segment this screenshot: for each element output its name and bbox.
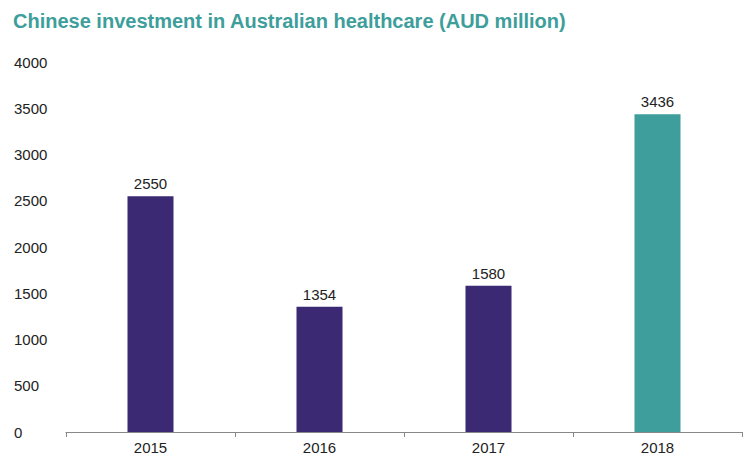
svg-text:3000: 3000 <box>14 146 47 163</box>
svg-text:1000: 1000 <box>14 331 47 348</box>
svg-text:Chinese investment in Australi: Chinese investment in Australian healthc… <box>13 10 566 32</box>
svg-text:2000: 2000 <box>14 239 47 256</box>
svg-text:2018: 2018 <box>641 439 674 456</box>
svg-text:2017: 2017 <box>472 439 505 456</box>
svg-text:2500: 2500 <box>14 192 47 209</box>
svg-text:3436: 3436 <box>641 93 674 110</box>
svg-text:2016: 2016 <box>303 439 336 456</box>
svg-text:3500: 3500 <box>14 100 47 117</box>
svg-text:4000: 4000 <box>14 54 47 71</box>
svg-text:2550: 2550 <box>134 175 167 192</box>
svg-text:2015: 2015 <box>134 439 167 456</box>
svg-text:1580: 1580 <box>472 265 505 282</box>
svg-text:500: 500 <box>14 377 39 394</box>
svg-text:1500: 1500 <box>14 285 47 302</box>
svg-text:0: 0 <box>14 424 22 441</box>
svg-text:1354: 1354 <box>303 286 336 303</box>
